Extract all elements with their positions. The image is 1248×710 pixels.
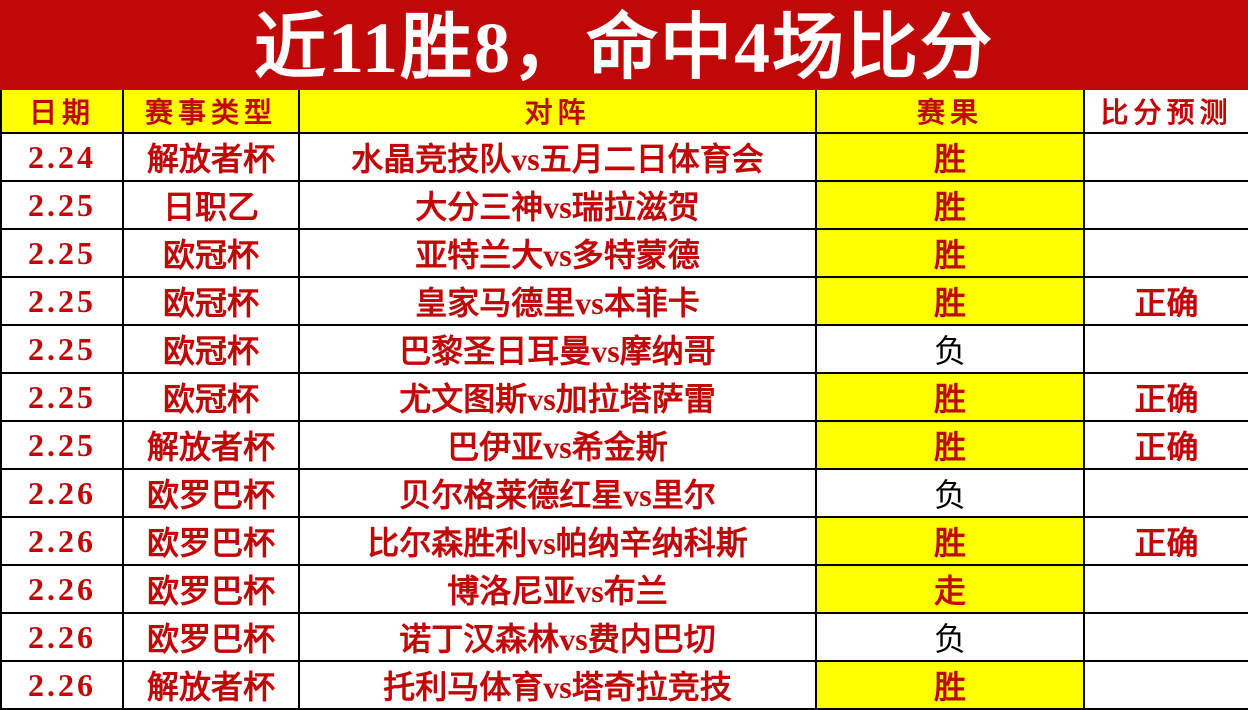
result-cell: 胜	[815, 180, 1085, 230]
matchup-cell: 博洛尼亚vs布兰	[298, 564, 817, 614]
result-cell: 负	[815, 324, 1085, 374]
date-cell: 2.24	[0, 132, 124, 182]
event-type-cell: 欧冠杯	[122, 324, 300, 374]
col-header-matchup: 对阵	[298, 90, 817, 134]
event-type-cell: 欧冠杯	[122, 228, 300, 278]
result-cell: 胜	[815, 516, 1085, 566]
table-header-row: 日期 赛事类型 对阵 赛果 比分预测	[0, 90, 1248, 134]
col-header-date: 日期	[0, 90, 124, 134]
result-cell: 胜	[815, 276, 1085, 326]
date-cell: 2.25	[0, 420, 124, 470]
results-table: 日期 赛事类型 对阵 赛果 比分预测 2.24 解放者杯 水晶竞技队vs五月二日体育…	[0, 90, 1248, 710]
date-cell: 2.26	[0, 468, 124, 518]
date-cell: 2.26	[0, 660, 124, 710]
table-row: 2.25 欧冠杯 尤文图斯vs加拉塔萨雷胜正确	[0, 372, 1248, 422]
matchup-cell: 巴黎圣日耳曼vs摩纳哥	[298, 324, 817, 374]
date-cell: 2.25	[0, 324, 124, 374]
table-row: 2.26 欧罗巴杯 贝尔格莱德红星vs里尔负	[0, 468, 1248, 518]
score-prediction-cell	[1083, 180, 1248, 230]
event-type-cell: 解放者杯	[122, 660, 300, 710]
header-banner: 近11胜8，命中4场比分	[0, 0, 1248, 90]
col-header-event-type: 赛事类型	[122, 90, 300, 134]
score-prediction-cell	[1083, 228, 1248, 278]
col-header-result: 赛果	[815, 90, 1085, 134]
table-row: 2.26 欧罗巴杯 诺丁汉森林vs费内巴切负	[0, 612, 1248, 662]
score-prediction-cell	[1083, 132, 1248, 182]
date-cell: 2.25	[0, 372, 124, 422]
matchup-cell: 尤文图斯vs加拉塔萨雷	[298, 372, 817, 422]
event-type-cell: 欧罗巴杯	[122, 564, 300, 614]
matchup-cell: 水晶竞技队vs五月二日体育会	[298, 132, 817, 182]
matchup-cell: 比尔森胜利vs帕纳辛纳科斯	[298, 516, 817, 566]
score-prediction-cell: 正确	[1083, 516, 1248, 566]
result-cell: 胜	[815, 420, 1085, 470]
event-type-cell: 欧冠杯	[122, 372, 300, 422]
score-prediction-cell: 正确	[1083, 420, 1248, 470]
date-cell: 2.25	[0, 180, 124, 230]
banner-title: 近11胜8，命中4场比分	[253, 8, 995, 88]
result-cell: 胜	[815, 372, 1085, 422]
matchup-cell: 皇家马德里vs本菲卡	[298, 276, 817, 326]
table-row: 2.25 解放者杯 巴伊亚vs希金斯胜正确	[0, 420, 1248, 470]
score-prediction-cell	[1083, 564, 1248, 614]
matchup-cell: 贝尔格莱德红星vs里尔	[298, 468, 817, 518]
date-cell: 2.26	[0, 516, 124, 566]
matchup-cell: 巴伊亚vs希金斯	[298, 420, 817, 470]
table-row: 2.25 日职乙 大分三神vs瑞拉滋贺胜	[0, 180, 1248, 230]
col-header-score-prediction: 比分预测	[1083, 90, 1248, 134]
matchup-cell: 亚特兰大vs多特蒙德	[298, 228, 817, 278]
score-prediction-cell	[1083, 660, 1248, 710]
score-prediction-cell: 正确	[1083, 276, 1248, 326]
result-cell: 胜	[815, 660, 1085, 710]
matchup-cell: 诺丁汉森林vs费内巴切	[298, 612, 817, 662]
matchup-cell: 托利马体育vs塔奇拉竞技	[298, 660, 817, 710]
event-type-cell: 欧冠杯	[122, 276, 300, 326]
table-row: 2.26 解放者杯 托利马体育vs塔奇拉竞技胜	[0, 660, 1248, 710]
date-cell: 2.25	[0, 228, 124, 278]
event-type-cell: 欧罗巴杯	[122, 468, 300, 518]
result-cell: 胜	[815, 132, 1085, 182]
score-prediction-cell	[1083, 324, 1248, 374]
result-cell: 胜	[815, 228, 1085, 278]
matchup-cell: 大分三神vs瑞拉滋贺	[298, 180, 817, 230]
result-cell: 走	[815, 564, 1085, 614]
event-type-cell: 日职乙	[122, 180, 300, 230]
event-type-cell: 解放者杯	[122, 132, 300, 182]
table-row: 2.26 欧罗巴杯 比尔森胜利vs帕纳辛纳科斯胜正确	[0, 516, 1248, 566]
table-row: 2.25 欧冠杯 巴黎圣日耳曼vs摩纳哥负	[0, 324, 1248, 374]
date-cell: 2.25	[0, 276, 124, 326]
table-row: 2.25 欧冠杯 亚特兰大vs多特蒙德胜	[0, 228, 1248, 278]
event-type-cell: 解放者杯	[122, 420, 300, 470]
score-prediction-cell	[1083, 468, 1248, 518]
date-cell: 2.26	[0, 612, 124, 662]
date-cell: 2.26	[0, 564, 124, 614]
result-cell: 负	[815, 468, 1085, 518]
score-prediction-cell: 正确	[1083, 372, 1248, 422]
table-row: 2.26 欧罗巴杯 博洛尼亚vs布兰走	[0, 564, 1248, 614]
event-type-cell: 欧罗巴杯	[122, 612, 300, 662]
event-type-cell: 欧罗巴杯	[122, 516, 300, 566]
score-prediction-cell	[1083, 612, 1248, 662]
table-row: 2.24 解放者杯 水晶竞技队vs五月二日体育会胜	[0, 132, 1248, 182]
result-cell: 负	[815, 612, 1085, 662]
table-row: 2.25 欧冠杯 皇家马德里vs本菲卡胜正确	[0, 276, 1248, 326]
